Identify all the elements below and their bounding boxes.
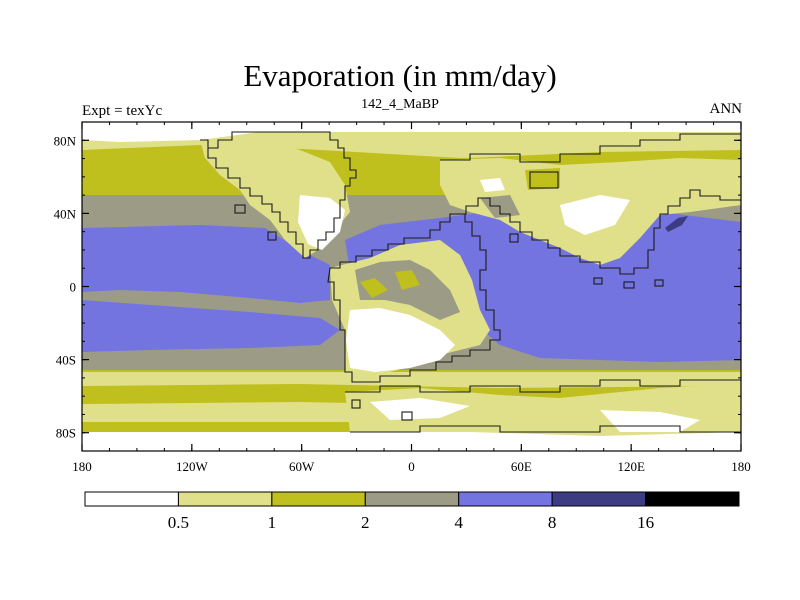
- contour-band-0: [346, 308, 455, 372]
- contour-band-0: [82, 128, 260, 142]
- contour-band-5: [665, 216, 688, 232]
- x-tick-label: 180: [731, 459, 751, 474]
- period-label: 142_4_MaBP: [361, 97, 439, 112]
- contour-band-2: [360, 278, 388, 298]
- contour-band-0: [560, 195, 630, 235]
- colorbar-label: 0.5: [168, 513, 189, 532]
- coastline: [200, 131, 741, 433]
- contour-band-2: [395, 270, 420, 290]
- x-tick-label: 120E: [617, 459, 645, 474]
- x-tick-label: 180: [72, 459, 92, 474]
- colorbar-label: 2: [361, 513, 370, 532]
- contour-band-0: [370, 398, 470, 420]
- contour-band-0: [298, 195, 345, 250]
- colorbar-bin-6: [645, 491, 740, 507]
- colorbar-bin-4: [458, 491, 553, 507]
- y-tick-label: 40S: [56, 353, 76, 368]
- y-tick-label: 80N: [54, 133, 77, 148]
- colorbar-label: 16: [637, 513, 654, 532]
- colorbar-bin-2: [271, 491, 366, 507]
- colorbar-label: 4: [454, 513, 463, 532]
- contour-band-4: [82, 300, 340, 352]
- x-tick-label: 60E: [511, 459, 532, 474]
- colorbar-bin-0: [84, 491, 179, 507]
- contour-band-2: [525, 168, 560, 190]
- contour-band-3: [355, 260, 460, 320]
- colorbar-label: 1: [268, 513, 277, 532]
- y-tick-label: 80S: [56, 426, 76, 441]
- colorbar-bin-1: [177, 491, 273, 507]
- experiment-label: Expt = texYc: [82, 103, 163, 119]
- x-tick-label: 120W: [176, 459, 209, 474]
- contour-fill: [82, 122, 741, 451]
- contour-band-1: [235, 160, 275, 180]
- colorbar-bin-3: [364, 491, 460, 507]
- contour-band-4: [82, 225, 330, 303]
- contour-band-1: [82, 372, 741, 386]
- map-axes: 180 120W 60W 0 60E 120E 180 80N 40N 0 40S 80S: [54, 121, 751, 474]
- contour-band-0: [480, 178, 505, 192]
- colorbar-bin-5: [551, 491, 647, 507]
- x-tick-label: 0: [408, 459, 415, 474]
- colorbar: 0.5 1 2 4 8 16: [84, 491, 740, 532]
- colorbar-label: 8: [548, 513, 557, 532]
- y-tick-label: 0: [70, 280, 77, 295]
- y-tick-label: 40N: [54, 206, 77, 221]
- contour-band-1: [82, 130, 741, 158]
- x-tick-label: 60W: [289, 459, 315, 474]
- contour-band-0: [82, 432, 741, 451]
- season-label: ANN: [709, 101, 743, 117]
- map-title: Evaporation (in mm/day): [243, 58, 557, 93]
